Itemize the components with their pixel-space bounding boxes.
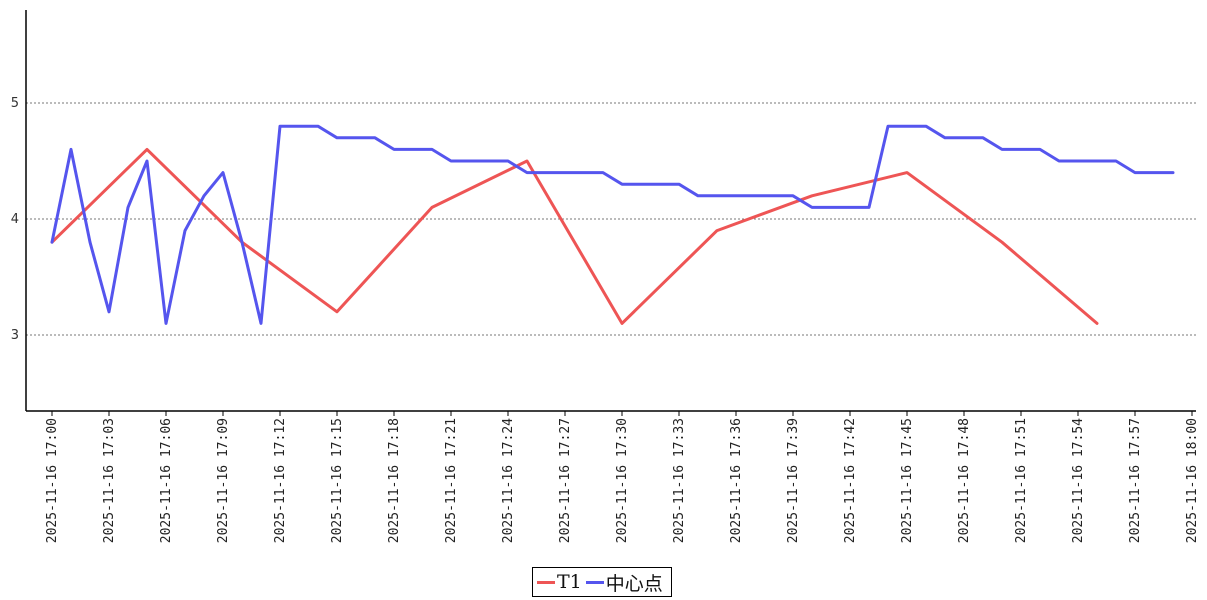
x-tick-label: 2025-11-16 17:00	[45, 418, 60, 543]
x-tick-label: 2025-11-16 17:18	[387, 418, 402, 543]
legend-label-center: 中心点	[605, 572, 663, 595]
x-tick-label: 2025-11-16 17:21	[444, 418, 459, 543]
x-tick-label: 2025-11-16 17:27	[558, 418, 573, 543]
x-tick-label: 2025-11-16 17:03	[102, 418, 117, 543]
x-tick-label: 2025-11-16 17:45	[900, 418, 915, 543]
x-tick-label: 2025-11-16 17:33	[672, 418, 687, 543]
x-tick-label: 2025-11-16 17:54	[1071, 418, 1086, 543]
x-tick-label: 2025-11-16 17:06	[159, 418, 174, 543]
x-tick-label: 2025-11-16 17:51	[1014, 418, 1029, 543]
legend-swatch-t1	[537, 580, 555, 584]
y-tick-label: 3	[11, 328, 19, 343]
legend: T1 中心点	[532, 567, 672, 597]
x-tick-label: 2025-11-16 18:00	[1185, 418, 1200, 543]
x-tick-label: 2025-11-16 17:57	[1128, 418, 1143, 543]
x-tick-label: 2025-11-16 17:48	[957, 418, 972, 543]
x-tick-label: 2025-11-16 17:30	[615, 418, 630, 543]
x-tick-label: 2025-11-16 17:12	[273, 418, 288, 543]
x-tick-labels: 2025-11-16 17:00 2025-11-16 17:03 2025-11-…	[45, 418, 1200, 543]
series-lines	[50, 124, 1175, 325]
x-tick-label: 2025-11-16 17:39	[786, 418, 801, 543]
legend-label-t1: T1	[557, 571, 582, 593]
legend-item-center: 中心点	[585, 569, 663, 596]
series-line-1	[50, 124, 1175, 325]
y-tick-labels: 3 4 5	[11, 96, 19, 343]
x-tick-label: 2025-11-16 17:36	[729, 418, 744, 543]
y-tick-label: 4	[11, 212, 19, 227]
legend-swatch-center	[585, 580, 604, 584]
x-tick-label: 2025-11-16 17:09	[216, 418, 231, 543]
legend-item-t1: T1	[537, 571, 582, 593]
axes	[25, 10, 1196, 416]
x-tick-label: 2025-11-16 17:15	[330, 418, 345, 543]
grid-lines	[26, 102, 1196, 336]
series-line-0	[50, 147, 1099, 325]
x-tick-label: 2025-11-16 17:42	[843, 418, 858, 543]
y-tick-label: 5	[11, 96, 19, 111]
x-tick-label: 2025-11-16 17:24	[501, 418, 516, 543]
